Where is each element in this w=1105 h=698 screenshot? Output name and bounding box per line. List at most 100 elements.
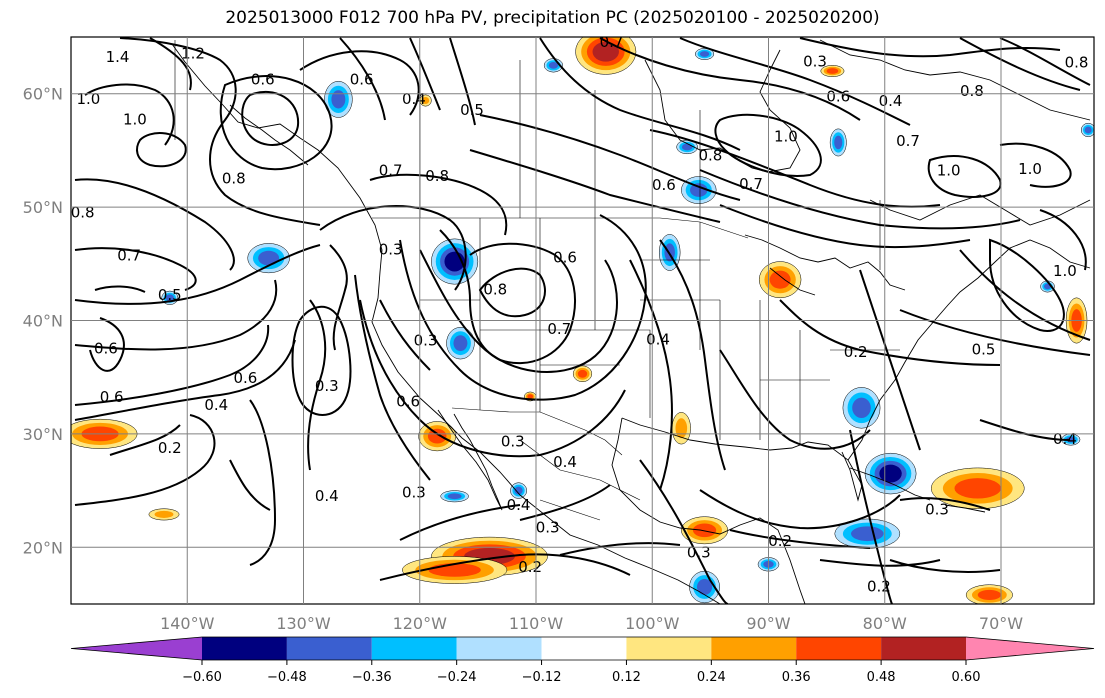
colorbar-segment [796,637,882,660]
contour-label: 0.6 [652,176,676,194]
positive-anomaly-12 [965,584,1013,604]
contour-label: 0.2 [844,343,868,361]
contour-label: 0.7 [600,33,624,51]
colorbar-segment [711,637,797,660]
colorbar-tick-label: −0.24 [437,670,477,685]
great-lakes [744,234,906,296]
lat-tick-label: 30°N [23,425,63,444]
contour-label: 1.0 [1018,160,1042,178]
lat-tick-label: 40°N [23,312,63,331]
atlantic-coast [847,239,1091,461]
contour-label: 0.8 [960,82,984,100]
contour-label: 0.2 [867,577,891,595]
latitude-tick-labels: 20°N 30°N 40°N 50°N 60°N [23,85,63,558]
contour-label: 0.3 [925,500,949,518]
chart-title: 2025013000 F012 700 hPa PV, precipitatio… [225,8,880,28]
contour-label: 0.5 [460,101,484,119]
contour-label: 0.2 [768,532,792,550]
colorbar-extend-min [71,637,202,660]
gulf-coast [621,417,863,502]
contour-label: 0.3 [536,519,560,537]
graticule [71,37,1094,604]
negative-anomaly-35 [1061,433,1081,446]
contour-label: 0.6 [233,369,257,387]
colorbar-tick-label: −0.48 [267,670,307,685]
negative-anomaly-31 [510,482,527,499]
map-area: 1.4 1.2 0.6 1.0 1.0 0.8 0.8 0.7 0.5 0.6 0.6 0.6 0.4 0… [71,33,1094,604]
colorbar-segment [371,637,457,660]
contour-label: 0.3 [687,543,711,561]
contour-label: 0.7 [896,132,920,150]
negative-anomaly-16 [247,243,290,274]
positive-anomaly-4 [575,37,637,75]
contour-label: 1.2 [181,45,205,63]
positive-anomaly-5 [758,261,802,299]
pacific-coast [171,43,721,604]
lon-tick-label: 110°W [509,614,564,633]
negative-anomaly-34 [1080,122,1094,138]
mexico-states [519,439,641,521]
contour-label: 0.8 [698,147,722,165]
colorbar-tick-labels: −0.60 −0.48 −0.36 −0.24 −0.12 0.12 0.24 0.36 0.4… [182,660,980,685]
negative-anomaly-25 [842,387,881,429]
contour-label: 1.0 [1053,262,1077,280]
contour-label: 0.3 [803,52,827,70]
negative-anomaly-19 [446,327,475,360]
pv-contours [74,37,1091,604]
contour-label: 0.4 [204,396,228,414]
colorbar-tick-label: −0.36 [352,670,392,685]
contour-label: 1.0 [123,110,147,128]
contour-label: 0.3 [315,377,339,395]
positive-anomaly-13 [419,94,432,107]
contour-label: 0.7 [117,246,141,264]
positive-anomaly-7 [418,421,457,452]
contour-label: 1.4 [106,48,130,66]
contour-label: 1.0 [774,127,798,145]
contour-label: 0.6 [350,71,374,89]
colorbar-tick-label: 0.60 [952,670,981,685]
contour-label: 0.7 [739,175,763,193]
contour-label: 0.8 [1065,54,1089,72]
positive-anomaly-10 [681,516,729,545]
positive-anomaly-3 [402,556,508,584]
cuba [849,467,931,501]
contour-label: 0.6 [553,249,577,267]
contour-label: 0.8 [222,169,246,187]
us-canada-border [372,217,749,239]
negative-anomaly-20 [324,80,353,118]
colorbar-tick-label: −0.12 [522,670,562,685]
contour-labels: 1.4 1.2 0.6 1.0 1.0 0.8 0.8 0.7 0.5 0.6 0.6 0.6 0.4 0… [71,33,1089,595]
negative-anomaly-30 [440,490,469,503]
coastlines [171,39,1091,604]
contour-label: 0.8 [483,280,507,298]
lon-tick-label: 70°W [979,614,1023,633]
contour-label: 0.2 [518,558,542,576]
lon-tick-label: 140°W [160,614,215,633]
colorbar [70,636,1095,661]
lat-tick-label: 20°N [23,538,63,557]
contour-label: 0.4 [553,453,577,471]
contour-label: 0.3 [414,331,438,349]
positive-anomaly-8 [572,365,593,382]
contour-label: 0.7 [379,161,403,179]
contour-label: 0.3 [379,241,403,259]
contour-label: 0.4 [507,496,531,514]
contour-label: 0.5 [972,340,996,358]
labrador-coast [869,194,1091,226]
contour-label: 0.8 [425,167,449,185]
mexico-east-coast [611,417,806,604]
negative-anomaly-23 [829,128,847,157]
contour-label: 0.6 [251,71,275,89]
longitude-tick-labels: 140°W 130°W 120°W 110°W 100°W 90°W 80°W 70°W [160,614,1023,633]
contour-label: 0.6 [94,339,118,357]
negative-anomaly-27 [834,518,901,549]
contour-label: 0.8 [71,203,95,221]
positive-anomaly-1 [148,508,180,521]
contour-label: 0.3 [501,432,525,450]
contour-label: 0.5 [158,286,182,304]
lon-tick-label: 100°W [625,614,680,633]
negative-anomaly-18 [431,238,479,285]
colorbar-tick-label: −0.60 [182,670,222,685]
colorbar-segment [456,637,542,660]
